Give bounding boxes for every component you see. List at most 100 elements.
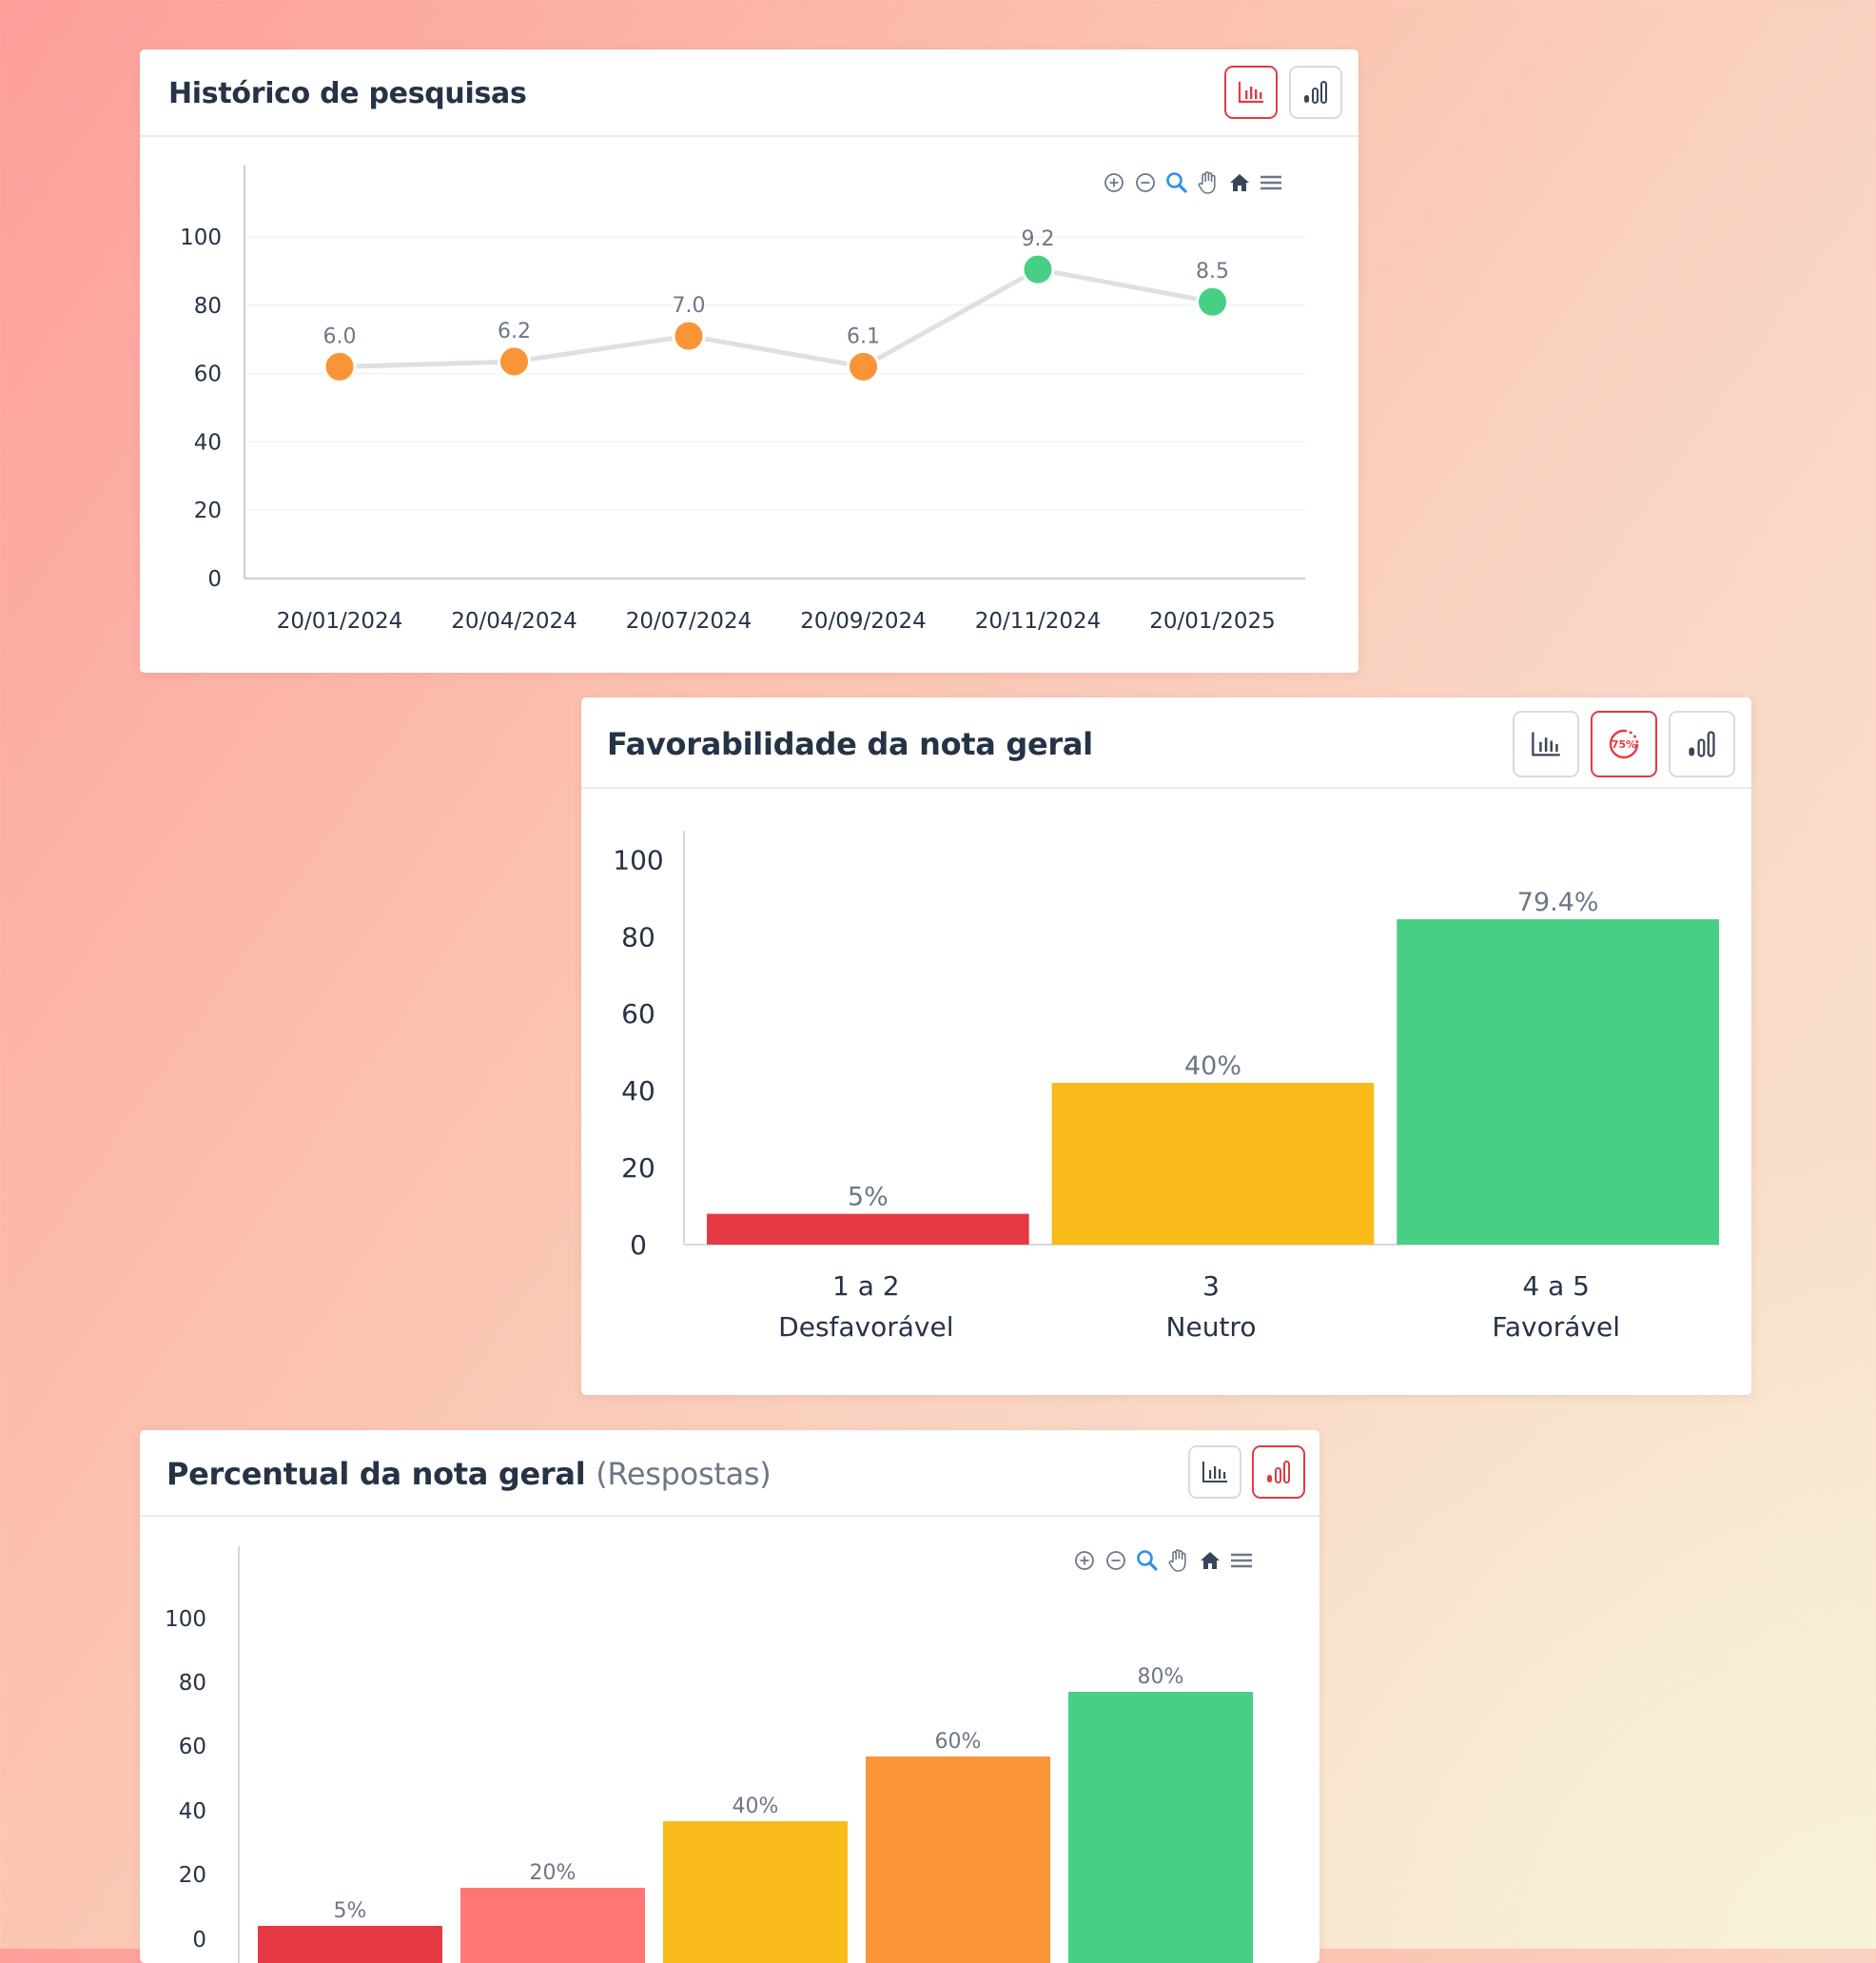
bar — [707, 1213, 1029, 1245]
percentage-card: Percentual da nota geral (Respostas) — [140, 1430, 1319, 1963]
bar — [1068, 1692, 1253, 1963]
x-tick-label: Desfavorável — [778, 1311, 953, 1343]
zoom-select-icon[interactable] — [1135, 1548, 1160, 1573]
favorability-card-title: Favorabilidade da nota geral — [607, 726, 1093, 762]
y-tick-label: 100 — [613, 844, 663, 875]
bar-view-button[interactable] — [1188, 1445, 1241, 1499]
bar-value-label: 40% — [733, 1795, 779, 1818]
percentage-card-title: Percentual da nota geral (Respostas) — [166, 1456, 772, 1492]
data-point — [1196, 285, 1229, 319]
y-tick-label: 40 — [194, 430, 222, 455]
y-tick-label: 80 — [621, 921, 655, 952]
signal-bars-icon — [1267, 1461, 1290, 1483]
data-label: 6.0 — [323, 324, 357, 348]
gauge-view-button[interactable]: 75% — [1591, 711, 1657, 777]
x-tick-label: 20/01/2024 — [277, 609, 403, 634]
x-tick-label: 1 a 2 — [832, 1270, 900, 1302]
y-tick-label: 40 — [179, 1799, 206, 1824]
signal-bars-icon — [1304, 81, 1327, 104]
y-tick-label: 0 — [192, 1928, 206, 1953]
y-tick-label: 60 — [194, 363, 222, 387]
x-tick-label: 4 a 5 — [1522, 1270, 1590, 1302]
history-card-header: Histórico de pesquisas — [140, 49, 1358, 137]
bar — [1051, 1083, 1375, 1245]
menu-icon[interactable] — [1259, 170, 1283, 195]
bar-view-button[interactable] — [1224, 66, 1278, 119]
data-point — [672, 319, 706, 353]
zoom-out-icon[interactable] — [1104, 1548, 1128, 1573]
bar-value-label: 5% — [848, 1183, 889, 1212]
y-tick-label: 80 — [194, 294, 222, 319]
bar-value-label: 79.4% — [1517, 888, 1599, 917]
percentage-card-subtitle: (Respostas) — [596, 1456, 772, 1492]
bar — [1397, 919, 1719, 1245]
menu-icon[interactable] — [1229, 1548, 1254, 1573]
pan-hand-icon[interactable] — [1166, 1548, 1191, 1573]
y-tick-label: 0 — [207, 567, 222, 592]
data-label: 6.1 — [847, 324, 880, 348]
favorability-card: Favorabilidade da nota geral 75% — [581, 697, 1751, 1395]
history-card-title: Histórico de pesquisas — [168, 77, 527, 110]
gauge-percent-icon: 75% — [1609, 729, 1639, 759]
bar — [460, 1888, 645, 1963]
x-tick-label: 20/07/2024 — [626, 609, 752, 634]
data-label: 8.5 — [1196, 260, 1229, 284]
y-tick-label: 20 — [621, 1152, 655, 1184]
data-label: 9.2 — [1022, 227, 1055, 251]
signal-view-button[interactable] — [1669, 711, 1735, 777]
data-label: 7.0 — [673, 294, 706, 318]
zoom-in-icon[interactable] — [1102, 170, 1126, 195]
x-tick-label: 20/11/2024 — [975, 609, 1102, 634]
data-point — [498, 344, 531, 379]
y-tick-label: 20 — [194, 499, 222, 523]
favorability-card-header: Favorabilidade da nota geral 75% — [581, 697, 1751, 789]
x-tick-label: Neutro — [1166, 1311, 1257, 1343]
favorability-bar-chart: 0 20 40 60 80 100 5% 1 a 2 Desfavorável 40% 3 Neutr… — [613, 831, 1719, 1343]
chart-bar-icon — [1532, 732, 1560, 756]
home-icon[interactable] — [1227, 170, 1252, 195]
chart-bar-icon — [1238, 82, 1263, 104]
x-tick-label: Favorável — [1492, 1311, 1620, 1343]
y-tick-label: 80 — [179, 1671, 206, 1696]
x-tick-label: 3 — [1202, 1270, 1220, 1302]
zoom-in-icon[interactable] — [1072, 1548, 1097, 1573]
percentage-card-header: Percentual da nota geral (Respostas) — [140, 1430, 1319, 1517]
y-tick-label: 40 — [621, 1075, 655, 1107]
data-label: 6.2 — [498, 320, 531, 344]
y-tick-label: 20 — [179, 1863, 206, 1888]
y-tick-label: 0 — [630, 1229, 647, 1261]
y-tick-label: 60 — [179, 1735, 206, 1759]
y-tick-label: 100 — [180, 226, 222, 250]
x-tick-label: 20/09/2024 — [800, 609, 927, 634]
chart3-toolbar — [1072, 1548, 1254, 1573]
bar — [663, 1821, 848, 1963]
x-tick-label: 20/01/2025 — [1149, 609, 1276, 634]
series-line — [339, 266, 1213, 369]
signal-view-button[interactable] — [1289, 66, 1342, 119]
history-card: Histórico de pesquisas 0 20 40 60 80 100 20/0 — [140, 49, 1358, 673]
pan-hand-icon[interactable] — [1196, 170, 1221, 195]
bar-value-label: 40% — [1184, 1051, 1241, 1081]
bar-view-button[interactable] — [1513, 711, 1579, 777]
bar — [866, 1757, 1050, 1963]
data-point — [847, 349, 880, 383]
signal-bars-icon — [1689, 731, 1715, 757]
history-line-chart: 0 20 40 60 80 100 20/01/2024 20/04/2024 20/07/20… — [180, 166, 1305, 634]
data-point — [1021, 252, 1055, 286]
bar-value-label: 5% — [334, 1899, 367, 1923]
bar-value-label: 60% — [935, 1730, 982, 1754]
data-point — [322, 349, 357, 383]
percentage-card-title-main: Percentual da nota geral — [166, 1456, 586, 1492]
home-icon[interactable] — [1198, 1548, 1222, 1573]
signal-view-button[interactable] — [1252, 1445, 1305, 1499]
zoom-select-icon[interactable] — [1164, 170, 1189, 195]
bar-value-label: 80% — [1138, 1665, 1184, 1689]
chart1-toolbar — [1102, 170, 1283, 195]
x-tick-label: 20/04/2024 — [451, 609, 577, 634]
bar-value-label: 20% — [530, 1861, 576, 1885]
chart-bar-icon — [1202, 1462, 1227, 1482]
svg-text:75%: 75% — [1612, 738, 1636, 751]
zoom-out-icon[interactable] — [1133, 170, 1158, 195]
y-tick-label: 60 — [621, 998, 655, 1030]
y-tick-label: 100 — [165, 1607, 206, 1632]
